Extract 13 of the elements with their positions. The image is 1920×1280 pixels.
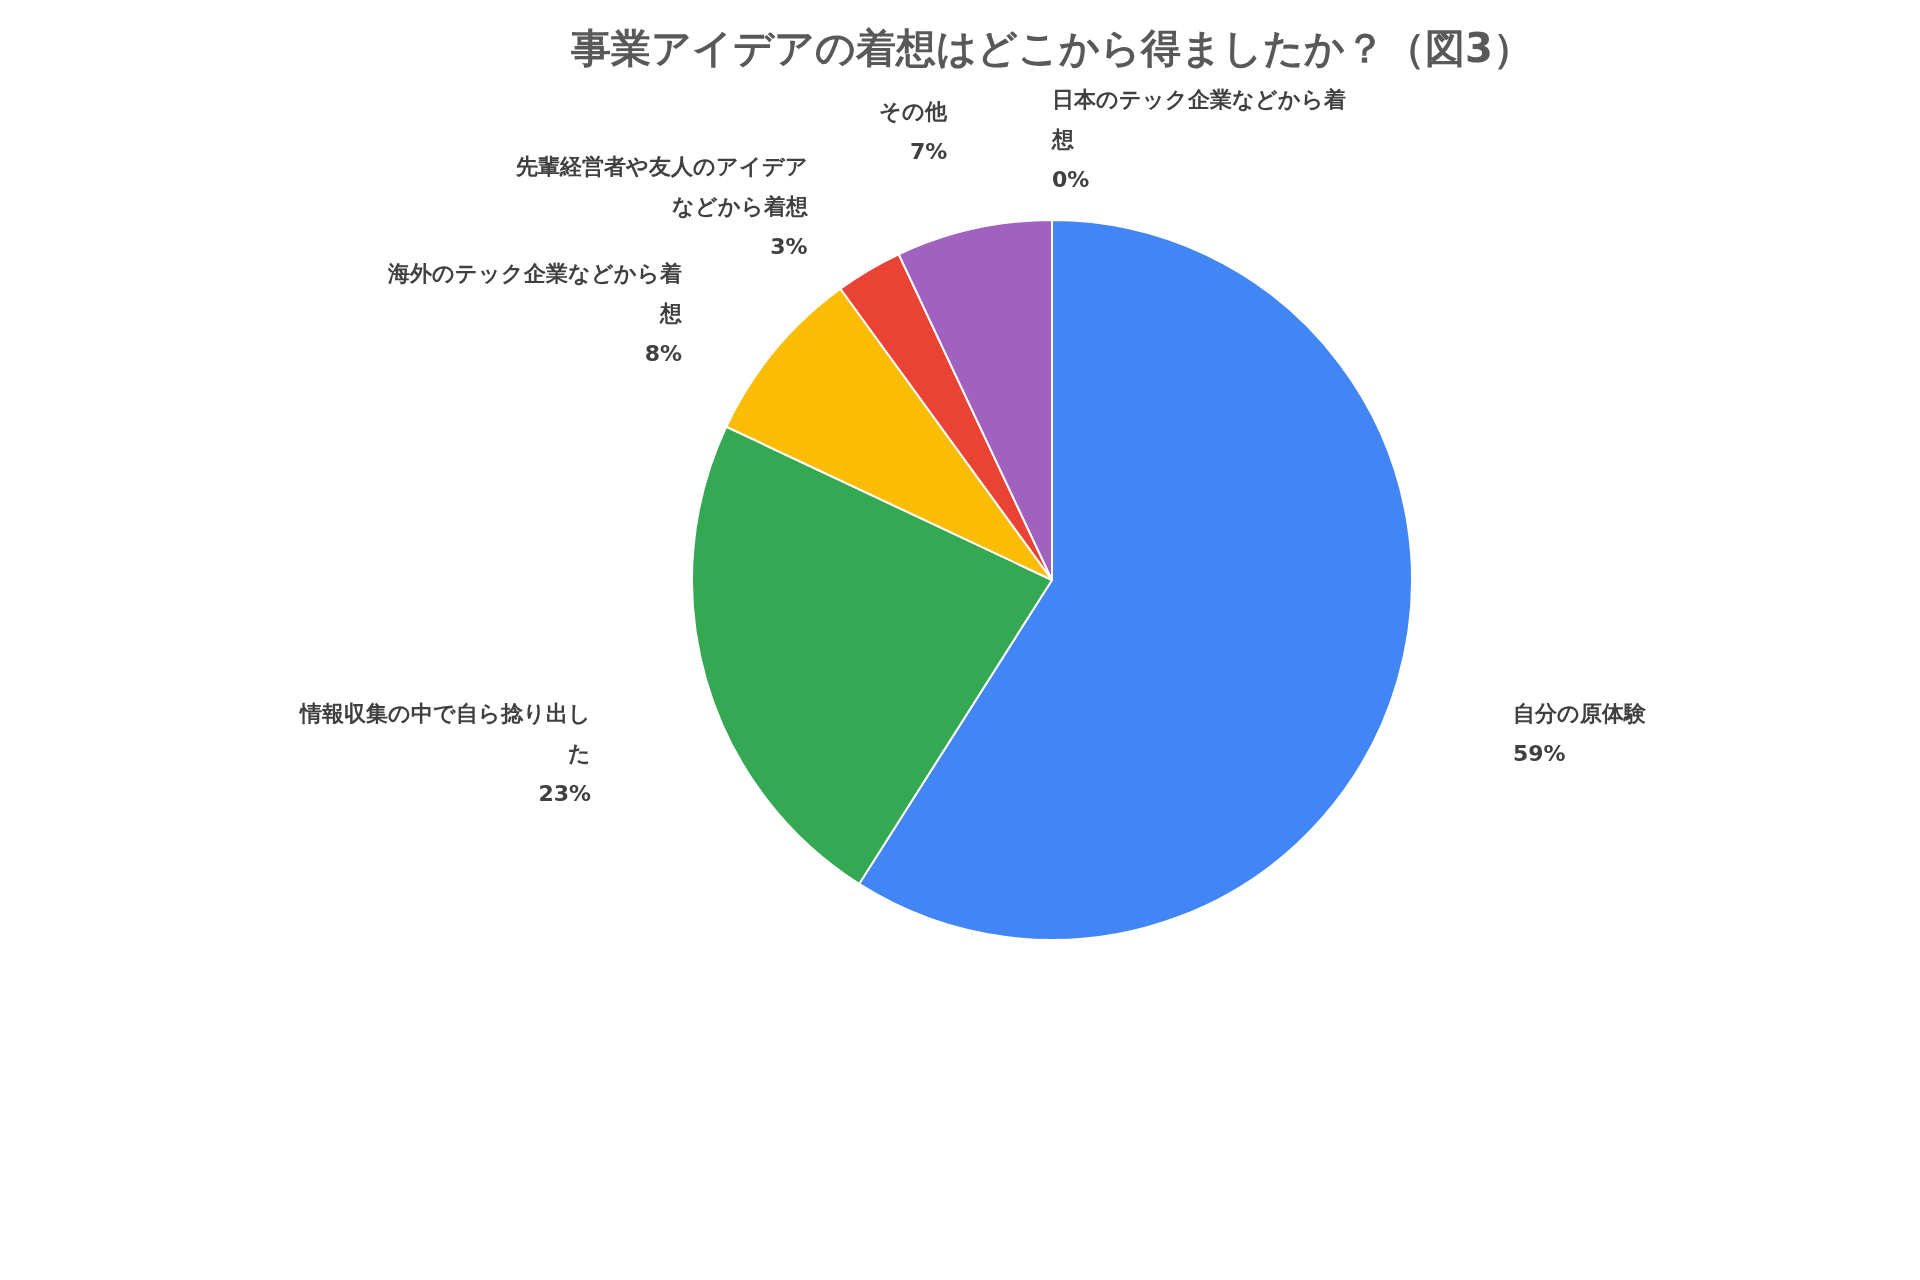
data-label: 3% — [770, 233, 808, 259]
slice-label: 海外のテック企業などから着想 — [387, 261, 683, 327]
data-label: 7% — [909, 138, 948, 164]
chart-title: 事業アイデアの着想はどこから得ましたか？（図3） — [570, 25, 1533, 71]
slice-label: その他 — [879, 98, 949, 124]
slice-label: 情報収集の中で自ら捻り出した — [298, 700, 592, 766]
slice-label: 先輩経営者や友人のアイデアなどから着想 — [514, 153, 808, 219]
category-label: 日本のテック企業などから着想 — [1052, 87, 1346, 152]
data-label: 8% — [644, 341, 683, 367]
data-label: 59% — [1512, 740, 1566, 766]
text: 0% — [1052, 167, 1090, 192]
data-label: 23% — [538, 780, 592, 806]
slice-label: 自分の原体験 — [1512, 700, 1647, 726]
